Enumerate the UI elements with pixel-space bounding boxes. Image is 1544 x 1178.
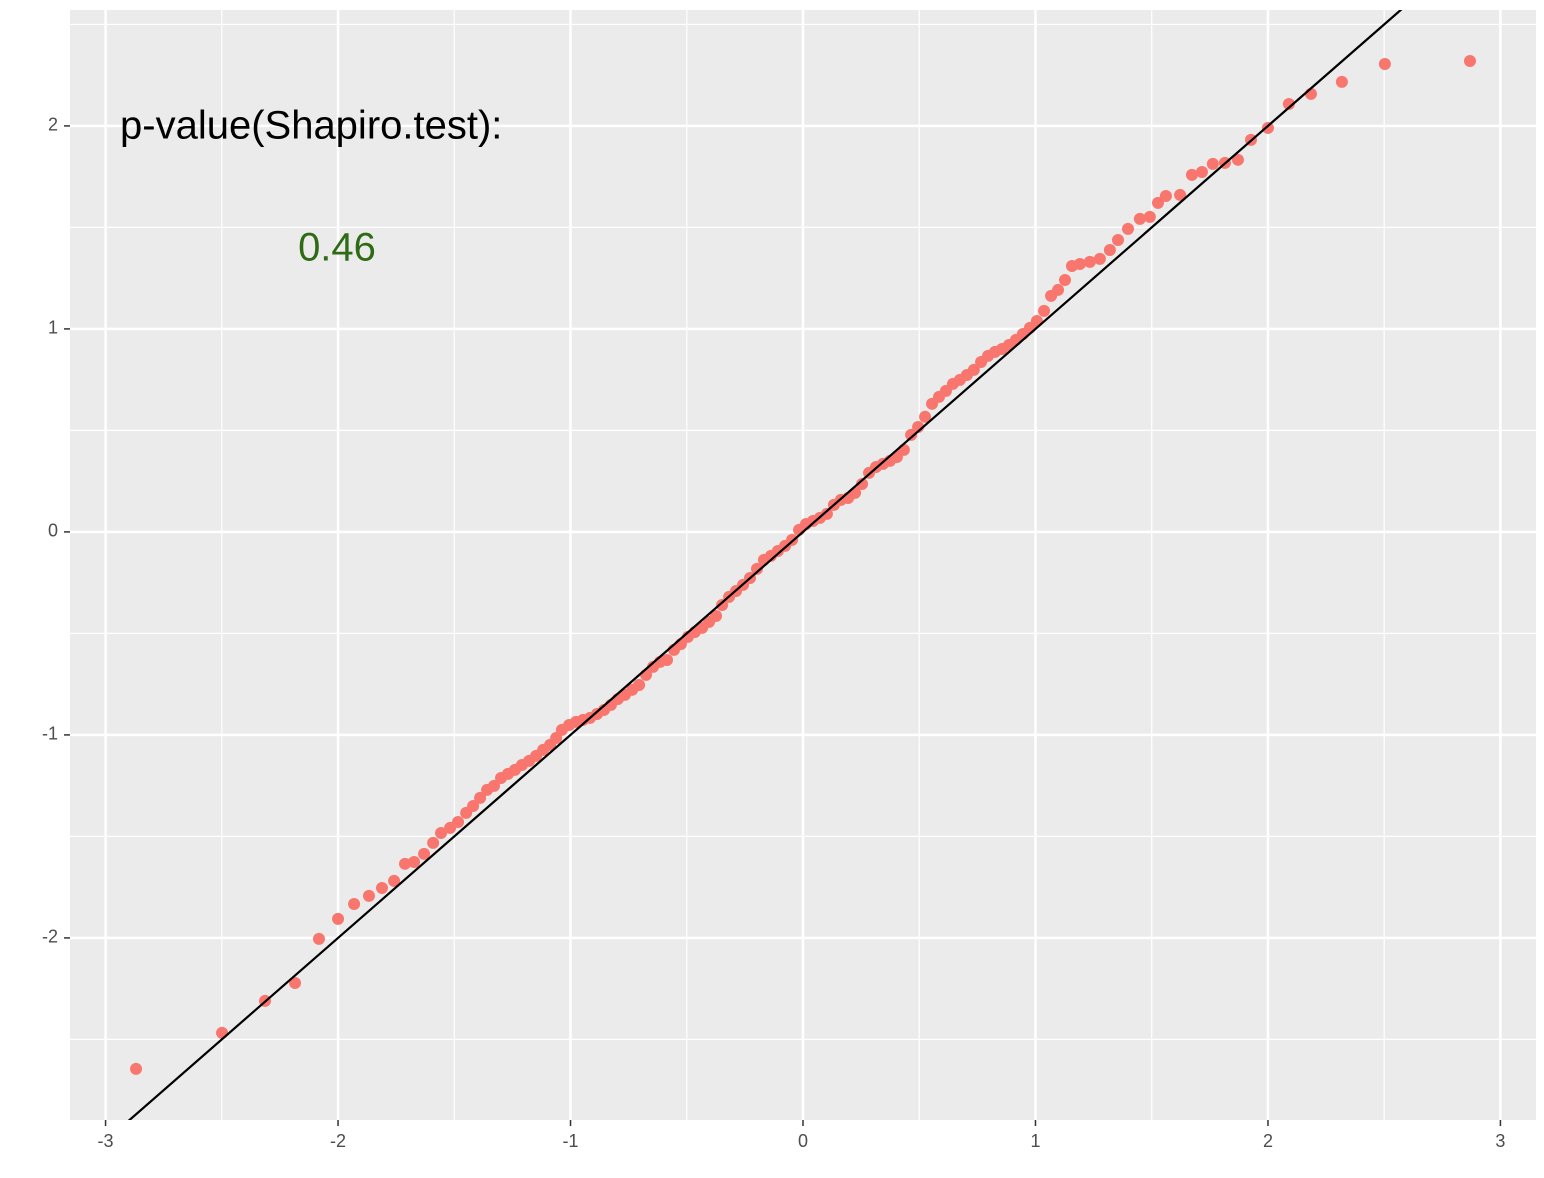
point [467, 799, 480, 812]
point [1112, 233, 1125, 246]
point [1174, 188, 1187, 201]
point [1122, 222, 1135, 235]
point [452, 815, 465, 828]
point [661, 654, 674, 667]
x-tick-label: -2 [330, 1131, 346, 1151]
point [1231, 153, 1244, 166]
point [1143, 210, 1156, 223]
point [1038, 304, 1051, 317]
point [1206, 157, 1219, 170]
point [332, 912, 345, 925]
point [488, 779, 501, 792]
point [1261, 121, 1274, 134]
point [216, 1026, 229, 1039]
point [474, 791, 487, 804]
point [418, 847, 431, 860]
y-tick-label: 0 [48, 521, 58, 541]
y-tick-label: -2 [42, 927, 58, 947]
point [856, 478, 869, 491]
point [919, 410, 932, 423]
y-tick-label: -1 [42, 724, 58, 744]
annotation: p-value(Shapiro.test): [120, 104, 502, 148]
y-tick-label: 2 [48, 115, 58, 135]
point [967, 363, 980, 376]
point [1059, 273, 1072, 286]
point [1159, 189, 1172, 202]
point [897, 443, 910, 456]
point [1151, 196, 1164, 209]
point [1282, 97, 1295, 110]
point [1083, 255, 1096, 268]
point [348, 898, 361, 911]
point [312, 932, 325, 945]
point [398, 857, 411, 870]
point [375, 881, 388, 894]
point [716, 598, 729, 611]
point [905, 428, 918, 441]
point [408, 855, 421, 868]
point [750, 562, 763, 575]
point [289, 976, 302, 989]
point [427, 836, 440, 849]
point [1378, 57, 1391, 70]
point [710, 609, 723, 622]
x-tick-label: -3 [98, 1131, 114, 1151]
x-tick-label: -1 [563, 1131, 579, 1151]
x-tick-label: 0 [798, 1131, 808, 1151]
point [1052, 283, 1065, 296]
point [362, 889, 375, 902]
axes: -3 -2 -1 0 1 2 3 -2 -1 0 1 2 p-value(Shapiro.test): 0… [42, 104, 1505, 1151]
reference-line [127, 10, 1403, 1120]
point [1195, 165, 1208, 178]
annotation-value: 0.46 [298, 226, 376, 270]
point [388, 874, 401, 887]
x-tick-label: 3 [1495, 1131, 1505, 1151]
point [1463, 54, 1476, 67]
x-tick-label: 2 [1263, 1131, 1273, 1151]
point [633, 678, 646, 691]
point [1073, 257, 1086, 270]
point [1093, 252, 1106, 265]
plot-area [127, 10, 1476, 1120]
point [130, 1062, 143, 1075]
point [1103, 243, 1116, 256]
point [435, 826, 448, 839]
point [820, 507, 833, 520]
x-tick-label: 1 [1030, 1131, 1040, 1151]
y-tick-label: 1 [48, 318, 58, 338]
point [1335, 75, 1348, 88]
point [1133, 212, 1146, 225]
point [1185, 168, 1198, 181]
